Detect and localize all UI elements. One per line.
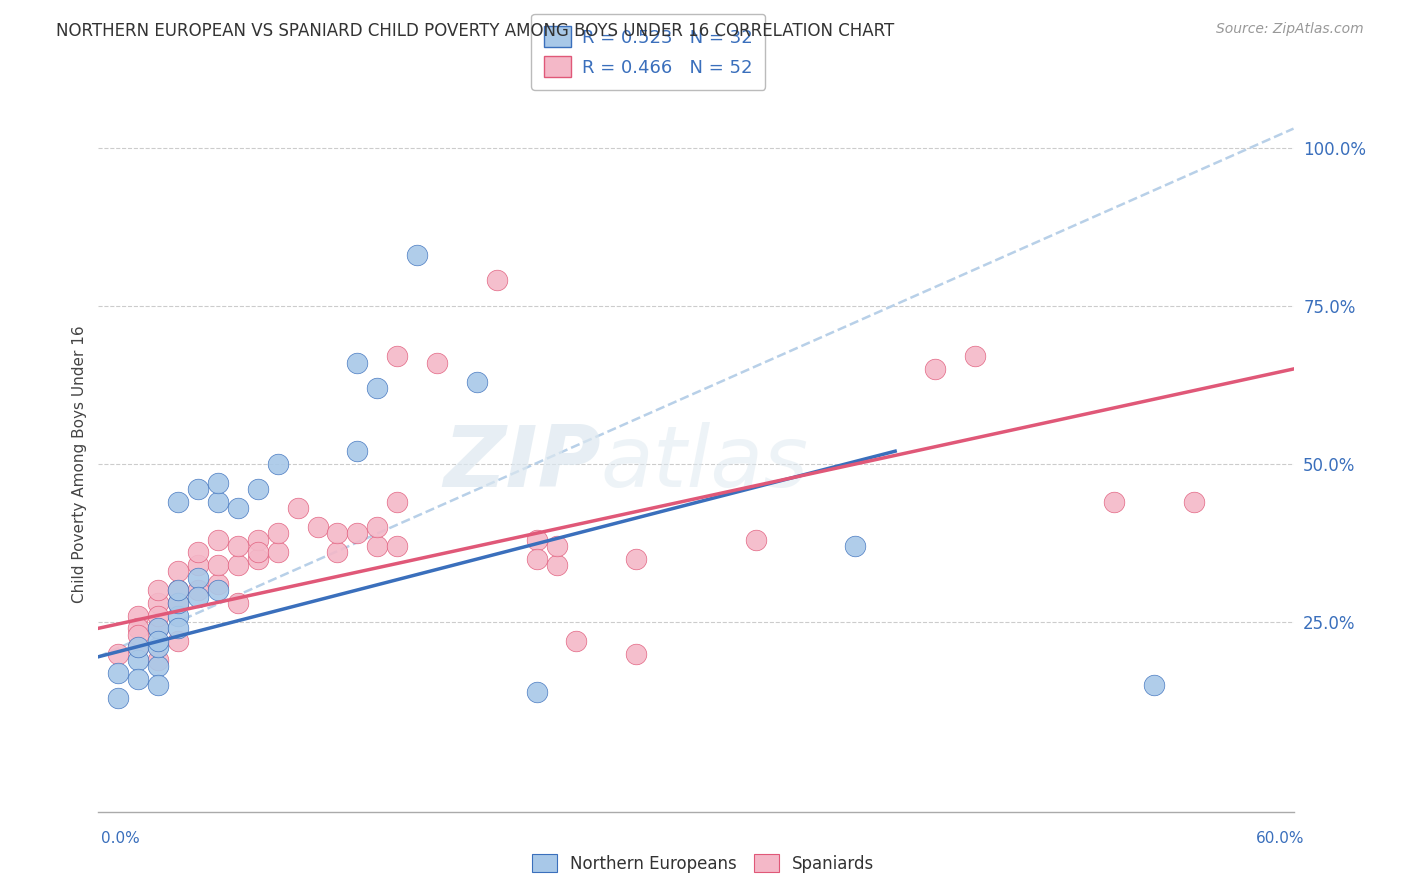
Point [127,627,149,641]
Y-axis label: Child Poverty Among Boys Under 16: Child Poverty Among Boys Under 16 [72,325,87,603]
Point [148,583,170,598]
Point [1143,678,1166,692]
Point [745,533,768,547]
Point [207,577,229,591]
Point [267,545,290,559]
Point [127,608,149,623]
Point [844,539,866,553]
Point [167,596,190,610]
Point [366,539,388,553]
Point [167,495,190,509]
Point [148,678,170,692]
Point [148,608,170,623]
Point [366,381,388,395]
Point [565,634,588,648]
Point [207,475,229,490]
Point [526,684,548,698]
Point [187,590,209,604]
Point [167,634,190,648]
Point [546,539,568,553]
Point [167,565,190,579]
Point [226,501,249,516]
Point [127,640,149,655]
Point [187,545,209,559]
Point [385,539,409,553]
Text: 0.0%: 0.0% [101,831,141,846]
Point [526,533,548,547]
Point [148,596,170,610]
Point [426,356,449,370]
Text: atlas: atlas [600,422,808,506]
Point [624,551,647,566]
Point [326,545,349,559]
Point [526,551,548,566]
Point [346,444,368,458]
Point [148,621,170,635]
Point [485,273,508,287]
Legend: Northern Europeans, Spaniards: Northern Europeans, Spaniards [526,847,880,880]
Point [385,349,409,363]
Point [187,482,209,496]
Point [246,482,269,496]
Point [127,640,149,655]
Point [346,356,368,370]
Point [148,659,170,673]
Point [246,551,269,566]
Legend: R = 0.523   N = 32, R = 0.466   N = 52: R = 0.523 N = 32, R = 0.466 N = 52 [531,13,765,90]
Point [148,653,170,667]
Point [127,672,149,686]
Point [385,495,409,509]
Point [107,665,129,680]
Point [107,647,129,661]
Point [167,621,190,635]
Point [167,583,190,598]
Point [187,558,209,572]
Point [187,583,209,598]
Point [406,248,429,262]
Point [246,545,269,559]
Point [207,533,229,547]
Point [366,520,388,534]
Point [465,375,488,389]
Point [127,621,149,635]
Point [346,526,368,541]
Point [963,349,986,363]
Point [207,495,229,509]
Point [226,558,249,572]
Point [167,596,190,610]
Text: ZIP: ZIP [443,422,600,506]
Point [226,596,249,610]
Point [148,640,170,655]
Text: Source: ZipAtlas.com: Source: ZipAtlas.com [1216,22,1364,37]
Point [246,533,269,547]
Point [326,526,349,541]
Point [148,621,170,635]
Point [167,583,190,598]
Point [1182,495,1205,509]
Point [624,647,647,661]
Point [127,653,149,667]
Text: 60.0%: 60.0% [1257,831,1305,846]
Text: NORTHERN EUROPEAN VS SPANIARD CHILD POVERTY AMONG BOYS UNDER 16 CORRELATION CHAR: NORTHERN EUROPEAN VS SPANIARD CHILD POVE… [56,22,894,40]
Point [267,526,290,541]
Point [207,583,229,598]
Point [187,571,209,585]
Point [207,558,229,572]
Point [148,634,170,648]
Point [287,501,309,516]
Point [267,457,290,471]
Point [546,558,568,572]
Point [226,539,249,553]
Point [924,362,946,376]
Point [167,608,190,623]
Point [307,520,329,534]
Point [1102,495,1125,509]
Point [107,690,129,705]
